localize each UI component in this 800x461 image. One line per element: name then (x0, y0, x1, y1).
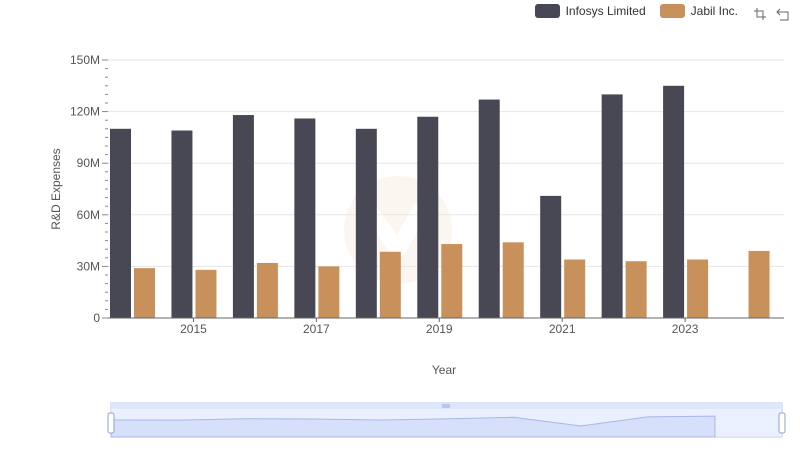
bar-infosys-2020[interactable] (478, 99, 500, 318)
bars (110, 85, 770, 319)
bar-jabil-2024[interactable] (748, 250, 770, 318)
x-axis-title: Year (432, 363, 456, 377)
bar-infosys-2019[interactable] (417, 116, 439, 318)
legend-swatch-infosys (534, 4, 560, 18)
bar-jabil-2022[interactable] (625, 261, 647, 318)
bar-infosys-2015[interactable] (171, 130, 193, 318)
y-tick-label: 120M (70, 105, 100, 119)
legend-swatch-jabil (659, 4, 685, 18)
y-tick-label: 0 (93, 311, 100, 325)
slider-drag-grip[interactable] (442, 404, 450, 408)
bar-jabil-2014[interactable] (134, 268, 155, 318)
bar-infosys-2018[interactable] (355, 128, 377, 318)
bar-jabil-2023[interactable] (687, 259, 709, 318)
axes: 0 30M 60M 90M 120M 150M 2015 2017 2019 2021 2023 (70, 53, 784, 336)
y-tick-label: 90M (77, 156, 100, 170)
bar-jabil-2016[interactable] (256, 262, 278, 318)
slider-preview-area (110, 415, 716, 438)
restore-icon[interactable] (776, 6, 792, 22)
y-tick-label: 150M (70, 53, 100, 67)
toolbox (752, 6, 792, 22)
bar-infosys-2017[interactable] (294, 118, 316, 318)
x-tick-label: 2023 (672, 322, 699, 336)
bar-infosys-2022[interactable] (601, 94, 623, 319)
legend-label-jabil: Jabil Inc. (690, 4, 738, 18)
bar-jabil-2020[interactable] (502, 242, 524, 318)
y-tick-label: 60M (77, 208, 100, 222)
bar-infosys-2021[interactable] (540, 195, 562, 318)
bar-jabil-2018[interactable] (379, 251, 401, 318)
y-tick-label: 30M (77, 259, 100, 273)
y-axis-title: R&D Expenses (49, 148, 63, 229)
x-tick-label: 2021 (549, 322, 576, 336)
bar-jabil-2017[interactable] (318, 266, 340, 318)
bar-jabil-2015[interactable] (195, 269, 217, 318)
x-tick-label: 2017 (303, 322, 330, 336)
x-tick-label: 2015 (180, 322, 207, 336)
slider-right-handle[interactable] (778, 412, 786, 434)
x-tick-label: 2019 (426, 322, 453, 336)
bar-jabil-2019[interactable] (441, 244, 463, 318)
data-zoom-slider[interactable] (107, 402, 786, 438)
legend-label-infosys: Infosys Limited (565, 4, 646, 18)
slider-left-handle[interactable] (107, 412, 115, 434)
legend-item-jabil[interactable]: Jabil Inc. (659, 4, 738, 18)
bar-infosys-2023[interactable] (663, 85, 685, 318)
legend-item-infosys[interactable]: Infosys Limited (534, 4, 646, 18)
zoom-select-icon[interactable] (752, 6, 768, 22)
bar-infosys-2014[interactable] (110, 128, 131, 318)
bar-jabil-2021[interactable] (564, 259, 586, 318)
legend: Infosys Limited Jabil Inc. (534, 4, 738, 18)
bar-infosys-2016[interactable] (232, 115, 254, 318)
